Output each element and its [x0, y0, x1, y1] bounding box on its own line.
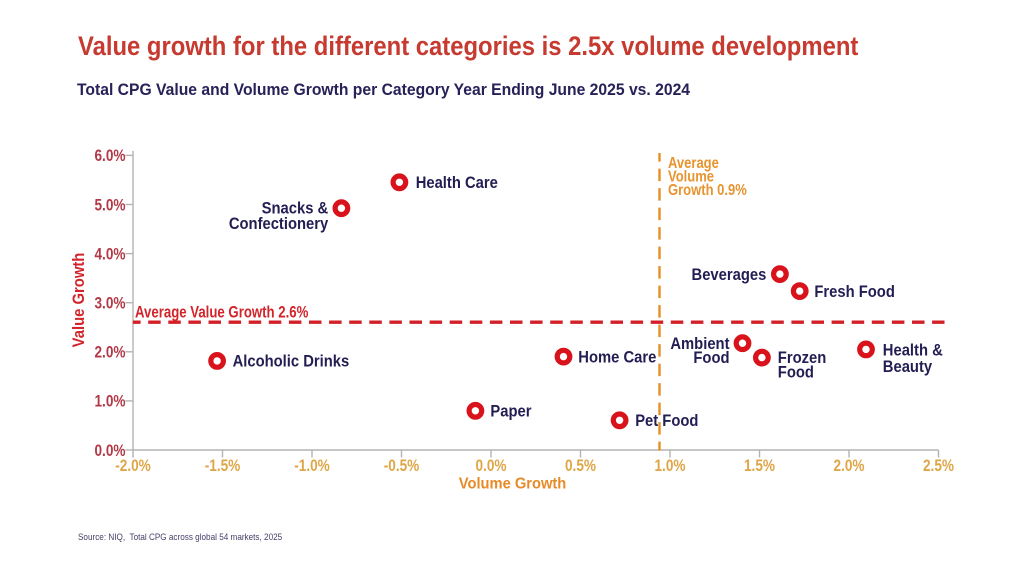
svg-text:Snacks &: Snacks & [262, 200, 329, 218]
svg-text:Beverages: Beverages [692, 266, 767, 284]
svg-text:0.0%: 0.0% [94, 442, 125, 460]
svg-text:Health &: Health & [883, 342, 943, 360]
svg-text:Value Growth: Value Growth [70, 253, 88, 348]
svg-text:Alcoholic Drinks: Alcoholic Drinks [233, 353, 350, 371]
svg-text:Food: Food [778, 363, 814, 381]
svg-text:Confectionery: Confectionery [229, 215, 328, 233]
svg-text:Frozen: Frozen [778, 349, 826, 367]
svg-text:Average: Average [668, 155, 719, 172]
svg-text:Growth 0.9%: Growth 0.9% [668, 182, 747, 199]
svg-text:Paper: Paper [490, 402, 531, 420]
svg-text:Pet Food: Pet Food [635, 412, 698, 430]
svg-text:Health Care: Health Care [416, 174, 498, 192]
svg-text:Food: Food [693, 349, 729, 367]
svg-text:Volume: Volume [668, 169, 714, 186]
svg-text:-1.0%: -1.0% [294, 457, 330, 475]
svg-text:1.5%: 1.5% [744, 457, 775, 475]
svg-text:2.0%: 2.0% [833, 457, 864, 475]
svg-text:Average Value Growth 2.6%: Average Value Growth 2.6% [135, 304, 308, 322]
svg-text:6.0%: 6.0% [94, 147, 125, 165]
svg-text:Volume Growth: Volume Growth [459, 475, 566, 493]
svg-text:Fresh Food: Fresh Food [814, 283, 894, 301]
svg-text:0.5%: 0.5% [565, 457, 596, 475]
svg-text:-2.0%: -2.0% [115, 457, 151, 475]
svg-text:-0.5%: -0.5% [384, 457, 420, 475]
svg-text:-1.5%: -1.5% [205, 457, 241, 475]
svg-text:4.0%: 4.0% [94, 245, 125, 263]
svg-text:2.0%: 2.0% [94, 343, 125, 361]
svg-text:1.0%: 1.0% [94, 393, 125, 411]
svg-text:0.0%: 0.0% [475, 457, 506, 475]
svg-text:Ambient: Ambient [670, 335, 730, 353]
svg-text:3.0%: 3.0% [94, 294, 125, 312]
svg-text:Home Care: Home Care [578, 349, 656, 367]
svg-text:Beauty: Beauty [883, 358, 932, 376]
svg-text:2.5%: 2.5% [923, 457, 954, 475]
svg-text:5.0%: 5.0% [94, 196, 125, 214]
svg-text:1.0%: 1.0% [654, 457, 685, 475]
